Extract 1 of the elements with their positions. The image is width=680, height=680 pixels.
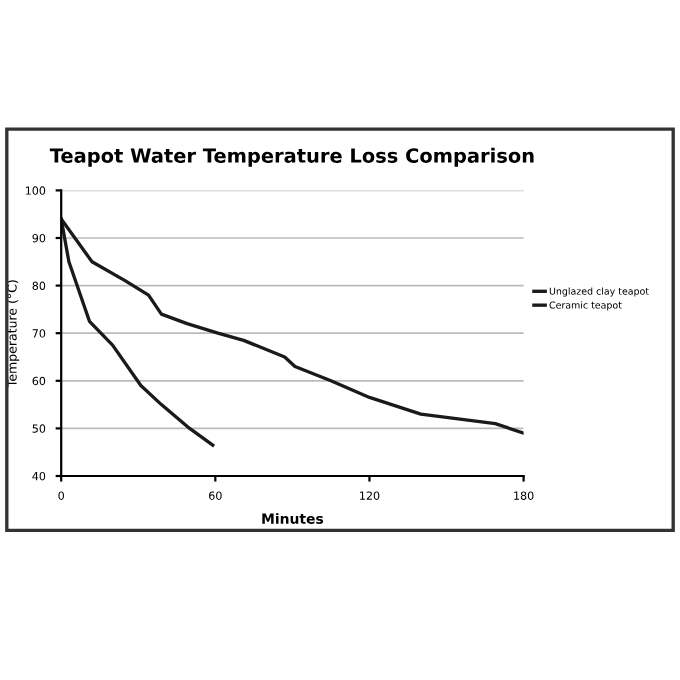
chart-title: Teapot Water Temperature Loss Comparison <box>49 147 534 167</box>
